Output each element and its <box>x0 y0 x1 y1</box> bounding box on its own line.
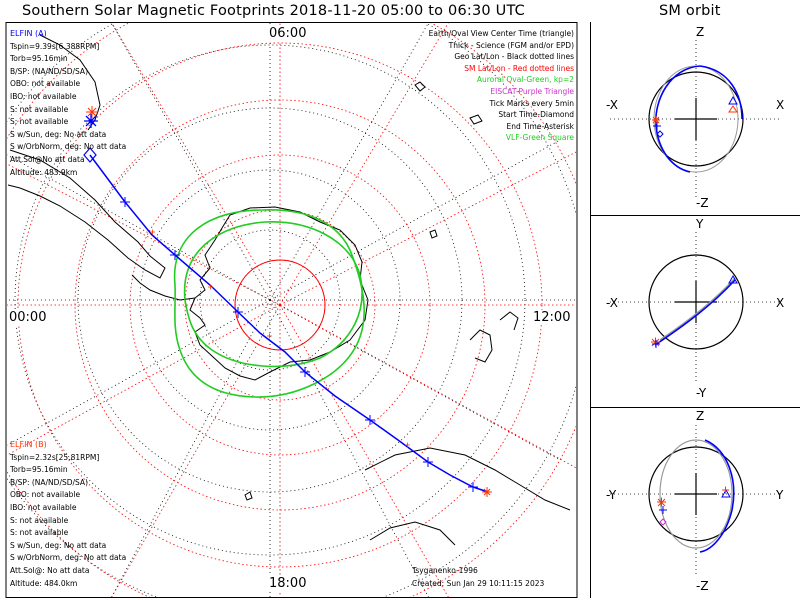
p3-right: Y <box>776 488 784 502</box>
elfin-b-name: ELFIN (B) <box>10 440 47 449</box>
elfin-b-info: ELFIN (B) Tspin=2.32s[25.81RPM] Torb=95.1… <box>10 439 126 590</box>
map-frame <box>5 22 578 598</box>
new-zealand-coast <box>469 311 519 363</box>
created-date: Created: Sun Jan 29 10:11:15 2023 <box>412 579 545 588</box>
polar-map <box>7 23 576 597</box>
orbit-track-xz <box>655 65 701 173</box>
info-line: S: not available <box>10 515 69 525</box>
info-line: IBO: not available <box>10 502 77 512</box>
africa-coast <box>39 34 101 131</box>
info-line: OBO: not available <box>10 490 81 500</box>
info-line: S w/OrbNorm, deg: No att data <box>10 553 127 563</box>
auroral-oval-outer <box>173 209 365 398</box>
p2-left: -X <box>606 296 618 310</box>
antarctic-peninsula <box>131 274 196 301</box>
coastlines <box>7 34 571 546</box>
credit: Tsyganenko-1996 <box>412 566 478 575</box>
info-line: Torb=95.16min <box>10 465 68 475</box>
view-triangle-xz <box>728 95 738 105</box>
legend: Earth/Oval View Center Time (triangle) Th… <box>429 28 574 144</box>
earth-circle-xy <box>648 254 744 350</box>
earth-circle-xz <box>648 71 744 167</box>
elfin-a-name: ELFIN (A) <box>10 29 47 38</box>
info-line: B/SP: (NA/ND/SD/SA) <box>10 66 88 76</box>
p1-left: -X <box>606 98 618 112</box>
clock-label-top: 06:00 <box>268 26 308 41</box>
orbit-title: SM orbit <box>659 3 721 19</box>
clock-label-bottom: 18:00 <box>268 576 308 591</box>
info-line: Torb=95.16min <box>10 54 68 64</box>
info-line: IBO: not available <box>10 91 77 101</box>
sm-grid <box>7 23 576 597</box>
orbit-track-xy <box>654 279 736 346</box>
p2-bottom: -Y <box>696 386 707 400</box>
elfin-b-asterisk <box>86 106 492 497</box>
p1-right: X <box>776 98 785 112</box>
australia-coast <box>364 447 571 546</box>
legend-item: SM Lat/Lon - Red dotted lines <box>464 63 574 73</box>
islands <box>244 81 483 501</box>
sm-pole-circle <box>234 259 326 351</box>
geo-grid <box>7 23 576 597</box>
info-line: Altitude: 483.9km <box>10 167 78 177</box>
p3-bottom: -Z <box>696 579 709 593</box>
orbit-panel-xz <box>610 40 780 198</box>
clock-label-left: 00:00 <box>8 310 48 325</box>
info-line: S: not available <box>10 104 69 114</box>
p1-top: Z <box>696 25 705 39</box>
info-line: S w/Sun, deg: No att data <box>10 540 107 550</box>
orbit-ellipse-xy <box>659 277 736 341</box>
info-line: Tspin=2.32s[25.81RPM] <box>10 452 100 462</box>
track-ticks <box>120 197 478 492</box>
legend-item: EISCAT-Purple Triangle <box>490 86 574 96</box>
p1-bottom: -Z <box>696 196 709 210</box>
legend-item: Earth/Oval View Center Time (triangle) <box>428 29 574 38</box>
elfin-b-ticks <box>150 229 410 448</box>
orbit-panel-yz <box>610 425 780 575</box>
start-diamond <box>83 147 97 163</box>
info-line: Att.Sol@: No att data <box>10 565 90 575</box>
antarctica-coast <box>189 206 369 381</box>
info-line: Att.Sol@No att data <box>10 154 85 164</box>
end-asterisk <box>84 114 98 128</box>
info-line: B/SP: (NA/ND/SD/SA) <box>10 477 88 487</box>
info-line: OBO: not available <box>10 79 81 89</box>
legend-item: Start Time-Diamond <box>498 110 574 120</box>
orbit-ellipse-yz <box>659 439 733 549</box>
info-line: S: not available <box>10 528 69 538</box>
p3-left: -Y <box>606 488 617 502</box>
p3-top: Z <box>696 409 705 423</box>
south-america-coast <box>7 149 166 279</box>
info-line: S w/OrbNorm, deg: No att data <box>10 142 127 152</box>
legend-item: Geo Lat/Lon - Black dotted lines <box>454 52 574 62</box>
clock-label-right: 12:00 <box>532 310 572 325</box>
elfin-a-track <box>89 154 489 493</box>
legend-item: Auroral Oval-Green, kp=2 <box>476 75 574 85</box>
info-line: S w/Sun, deg: No att data <box>10 129 107 139</box>
p2-top: Y <box>696 217 704 231</box>
info-line: S: not available <box>10 117 69 127</box>
legend-item: Tick Marks every 5min <box>489 98 574 108</box>
figure-title: Southern Solar Magnetic Footprints 2018-… <box>22 3 525 19</box>
legend-item: VLF-Green Square <box>505 133 574 143</box>
earth-circle-yz <box>648 446 744 542</box>
elfin-a-info: ELFIN (A) Tspin=9.39s[6.388RPM] Torb=95.1… <box>10 28 126 179</box>
info-line: Altitude: 484.0km <box>10 578 78 588</box>
legend-item: Thick - Science (FGM and/or EPD) <box>448 40 574 50</box>
p2-right: X <box>776 296 785 310</box>
orbit-panel-xy <box>610 232 780 383</box>
info-line: Tspin=9.39s[6.388RPM] <box>10 41 100 51</box>
auroral-oval-inner <box>183 221 363 368</box>
orbit-track-yz <box>699 439 735 553</box>
legend-item: End Time-Asterisk <box>506 121 574 131</box>
